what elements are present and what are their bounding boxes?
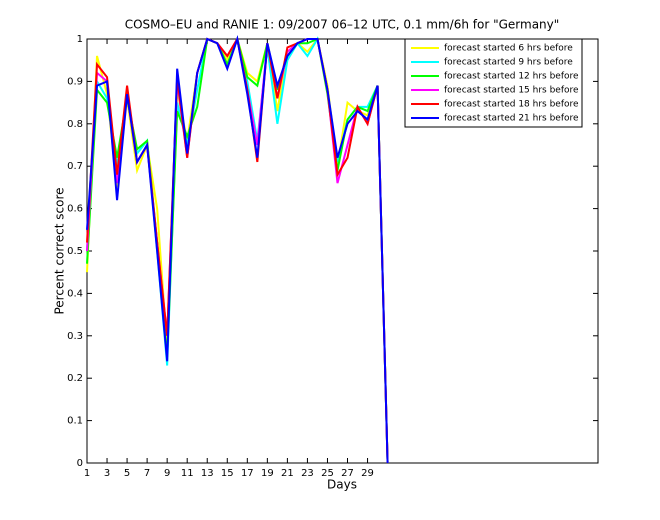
x-tick-label: 27 <box>341 468 354 479</box>
chart-title: COSMO–EU and RANIE 1: 09/2007 06–12 UTC,… <box>125 18 560 32</box>
x-tick-label: 21 <box>281 468 294 479</box>
legend: forecast started 6 hrs before forecast st… <box>404 38 583 128</box>
legend-box <box>404 38 583 128</box>
x-tick-label: 9 <box>164 468 170 479</box>
x-tick-label: 13 <box>201 468 214 479</box>
y-tick-label: 0.4 <box>67 288 83 299</box>
y-tick-label: 0.2 <box>67 373 83 384</box>
legend-label: forecast started 21 hrs before <box>444 114 579 124</box>
x-axis-label: Days <box>327 478 357 492</box>
y-tick-label: 0.7 <box>67 161 83 172</box>
x-tick-label: 15 <box>221 468 234 479</box>
x-tick-label: 11 <box>181 468 194 479</box>
x-tick-label: 7 <box>144 468 150 479</box>
x-tick-label: 17 <box>241 468 254 479</box>
y-tick-label: 0.6 <box>67 204 83 215</box>
x-tick-label: 29 <box>361 468 374 479</box>
legend-label: forecast started 18 hrs before <box>444 100 579 110</box>
series-line <box>86 35 389 464</box>
legend-label: forecast started 6 hrs before <box>444 44 573 54</box>
legend-label: forecast started 12 hrs before <box>444 72 579 82</box>
y-tick-label: 0 <box>77 458 83 469</box>
x-tick-label: 25 <box>321 468 334 479</box>
legend-label: forecast started 15 hrs before <box>444 86 579 96</box>
y-tick-label: 0.5 <box>67 246 83 257</box>
y-tick-label: 0.1 <box>67 416 83 427</box>
x-tick-label: 1 <box>84 468 90 479</box>
y-tick-label: 1 <box>77 34 83 45</box>
x-tick-label: 23 <box>301 468 314 479</box>
legend-label: forecast started 9 hrs before <box>444 58 573 68</box>
x-tick-label: 3 <box>104 468 110 479</box>
y-tick-label: 0.3 <box>67 331 83 342</box>
y-tick-label: 0.8 <box>67 119 83 130</box>
x-tick-label: 19 <box>261 468 274 479</box>
x-tick-label: 5 <box>124 468 130 479</box>
y-tick-label: 0.9 <box>67 76 83 87</box>
y-axis-label: Percent correct score <box>53 187 67 314</box>
